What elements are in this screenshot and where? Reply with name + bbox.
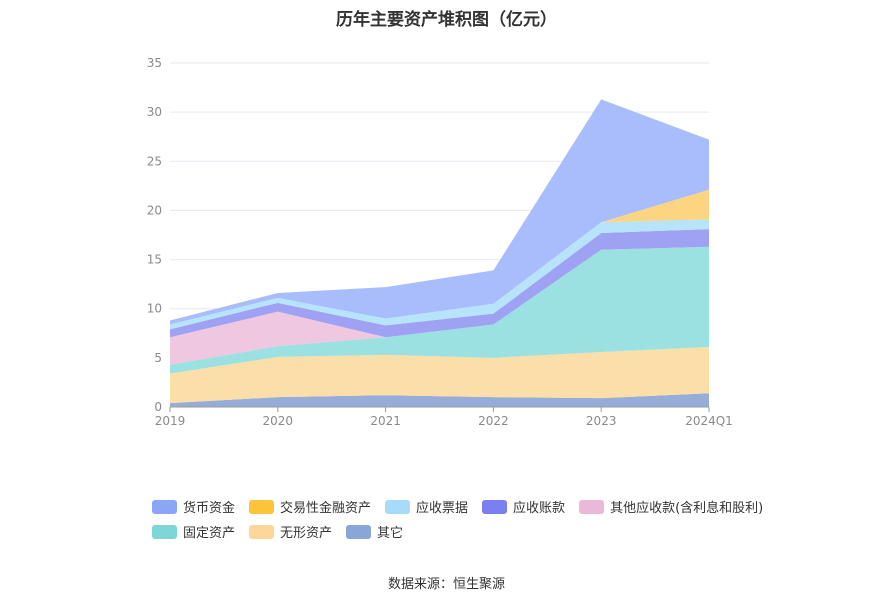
legend-item[interactable]: 固定资产 [152, 522, 235, 541]
legend-swatch [482, 499, 508, 514]
y-tick-label: 30 [147, 105, 162, 119]
y-tick-label: 15 [147, 253, 162, 267]
y-tick-label: 25 [147, 154, 162, 168]
legend-item[interactable]: 货币资金 [152, 497, 235, 516]
area-series [170, 393, 709, 407]
legend: 货币资金 交易性金融资产 应收票据 应收账款 其他应收款(含利息和股利) 固定资产 无形资… [152, 494, 792, 544]
legend-swatch [249, 499, 275, 514]
y-tick-label: 35 [147, 56, 162, 70]
legend-label: 交易性金融资产 [280, 501, 372, 516]
y-tick-label: 10 [147, 302, 162, 316]
area-series [170, 229, 709, 338]
legend-swatch [152, 524, 177, 539]
legend-label: 其它 [377, 526, 404, 541]
x-tick-label: 2022 [478, 414, 509, 428]
legend-label: 无形资产 [280, 526, 333, 541]
y-tick-label: 20 [147, 203, 162, 217]
legend-swatch [249, 524, 275, 539]
legend-item[interactable]: 应收票据 [385, 497, 468, 516]
x-tick-label: 2021 [370, 414, 401, 428]
area-series [170, 99, 709, 325]
legend-label: 货币资金 [183, 501, 236, 516]
x-tick-label: 2019 [155, 414, 186, 428]
legend-item[interactable]: 应收账款 [482, 497, 565, 516]
chart-title: 历年主要资产堆积图（亿元） [336, 10, 557, 30]
legend-row-2: 固定资产 无形资产 其它 [152, 519, 792, 544]
legend-item[interactable]: 交易性金融资产 [249, 497, 371, 516]
data-source-note: 数据来源：恒生聚源 [387, 577, 505, 592]
legend-swatch [152, 499, 177, 514]
legend-item[interactable]: 无形资产 [249, 522, 332, 541]
legend-swatch [579, 499, 605, 514]
y-tick-label: 5 [154, 351, 162, 365]
area-series [170, 246, 709, 374]
legend-label: 应收票据 [416, 501, 469, 516]
area-series [170, 246, 709, 365]
legend-item[interactable]: 其它 [346, 522, 403, 541]
legend-label: 固定资产 [183, 526, 236, 541]
legend-swatch [385, 499, 411, 514]
legend-row-1: 货币资金 交易性金融资产 应收票据 应收账款 其他应收款(含利息和股利) [152, 494, 792, 519]
legend-swatch [346, 524, 372, 539]
legend-label: 应收账款 [513, 501, 566, 516]
y-tick-label: 0 [154, 400, 162, 414]
area-series [170, 219, 709, 330]
legend-item[interactable]: 其他应收款(含利息和股利) [579, 497, 763, 516]
x-tick-label: 2024Q1 [685, 414, 733, 428]
x-tick-label: 2023 [586, 414, 617, 428]
area-series [170, 347, 709, 404]
legend-label: 其他应收款(含利息和股利) [610, 501, 764, 516]
x-tick-label: 2020 [263, 414, 294, 428]
